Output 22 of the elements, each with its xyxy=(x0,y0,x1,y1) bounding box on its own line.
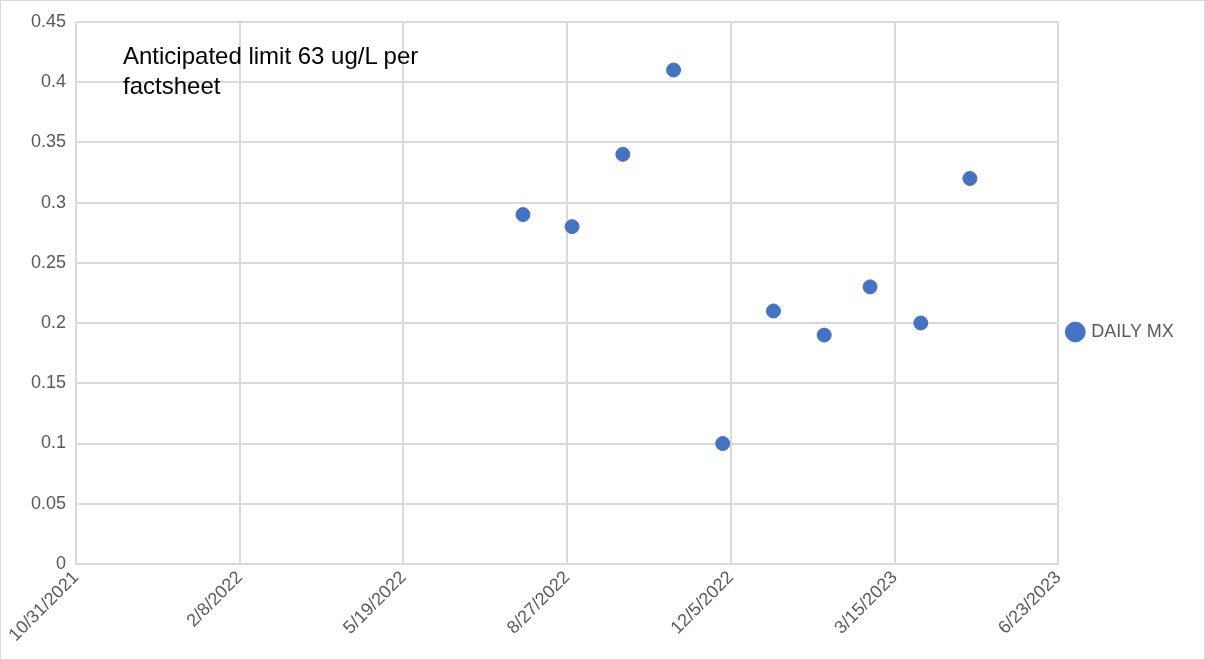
point xyxy=(615,146,631,162)
y-tick-label: 0.15 xyxy=(30,372,67,393)
point xyxy=(765,303,781,319)
y-tick-label: 0.45 xyxy=(30,10,67,31)
y-tick-label: 0.2 xyxy=(41,312,67,332)
point xyxy=(564,219,580,235)
point xyxy=(862,279,878,295)
point xyxy=(913,315,929,331)
point xyxy=(816,327,832,343)
y-tick-label: 0 xyxy=(56,552,67,573)
annotation: Anticipated limit 63 ug/L per factsheet xyxy=(123,41,420,101)
point xyxy=(962,170,978,186)
y-tick-label: 0.05 xyxy=(30,492,67,513)
y-tick-label: 0.35 xyxy=(30,131,67,152)
y-tick-label: 0.3 xyxy=(41,191,67,212)
point xyxy=(515,207,531,223)
y-tick-label: 0.1 xyxy=(41,432,67,453)
y-tick-label: 0.4 xyxy=(41,71,67,92)
legend-label: DAILY MX xyxy=(1091,320,1174,341)
y-tick-label: 0.25 xyxy=(30,251,67,272)
point xyxy=(666,62,682,78)
point xyxy=(715,436,731,452)
